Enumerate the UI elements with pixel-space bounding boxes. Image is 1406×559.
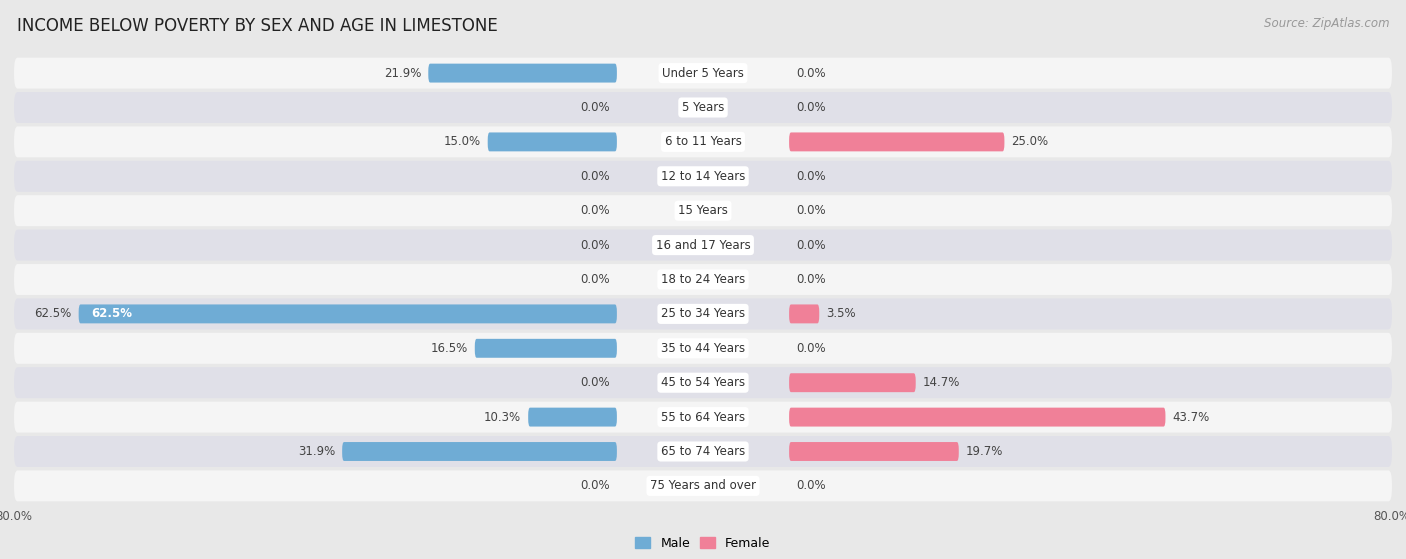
Text: 10.3%: 10.3% <box>484 411 522 424</box>
FancyBboxPatch shape <box>14 299 1392 329</box>
Text: 0.0%: 0.0% <box>581 239 610 252</box>
FancyBboxPatch shape <box>789 408 1166 427</box>
Text: 25 to 34 Years: 25 to 34 Years <box>661 307 745 320</box>
Text: 21.9%: 21.9% <box>384 67 422 79</box>
Text: Under 5 Years: Under 5 Years <box>662 67 744 79</box>
FancyBboxPatch shape <box>14 264 1392 295</box>
Text: 0.0%: 0.0% <box>796 101 825 114</box>
Text: Source: ZipAtlas.com: Source: ZipAtlas.com <box>1264 17 1389 30</box>
Text: 62.5%: 62.5% <box>35 307 72 320</box>
Text: 0.0%: 0.0% <box>581 101 610 114</box>
FancyBboxPatch shape <box>14 126 1392 158</box>
FancyBboxPatch shape <box>475 339 617 358</box>
Text: 0.0%: 0.0% <box>796 273 825 286</box>
Text: 18 to 24 Years: 18 to 24 Years <box>661 273 745 286</box>
FancyBboxPatch shape <box>14 58 1392 88</box>
Text: 62.5%: 62.5% <box>91 307 132 320</box>
Text: 14.7%: 14.7% <box>922 376 960 389</box>
Text: 0.0%: 0.0% <box>796 67 825 79</box>
FancyBboxPatch shape <box>789 442 959 461</box>
FancyBboxPatch shape <box>14 161 1392 192</box>
Text: 55 to 64 Years: 55 to 64 Years <box>661 411 745 424</box>
Text: 0.0%: 0.0% <box>581 273 610 286</box>
Legend: Male, Female: Male, Female <box>630 532 776 555</box>
Text: 15.0%: 15.0% <box>444 135 481 148</box>
Text: 0.0%: 0.0% <box>796 342 825 355</box>
Text: 0.0%: 0.0% <box>581 480 610 492</box>
Text: 3.5%: 3.5% <box>827 307 856 320</box>
Text: 25.0%: 25.0% <box>1011 135 1049 148</box>
FancyBboxPatch shape <box>789 132 1004 151</box>
Text: 45 to 54 Years: 45 to 54 Years <box>661 376 745 389</box>
Text: 5 Years: 5 Years <box>682 101 724 114</box>
Text: 19.7%: 19.7% <box>966 445 1002 458</box>
Text: 16.5%: 16.5% <box>430 342 468 355</box>
FancyBboxPatch shape <box>14 436 1392 467</box>
Text: 12 to 14 Years: 12 to 14 Years <box>661 170 745 183</box>
Text: 31.9%: 31.9% <box>298 445 335 458</box>
FancyBboxPatch shape <box>14 230 1392 260</box>
FancyBboxPatch shape <box>429 64 617 83</box>
FancyBboxPatch shape <box>789 373 915 392</box>
Text: INCOME BELOW POVERTY BY SEX AND AGE IN LIMESTONE: INCOME BELOW POVERTY BY SEX AND AGE IN L… <box>17 17 498 35</box>
FancyBboxPatch shape <box>14 401 1392 433</box>
FancyBboxPatch shape <box>14 471 1392 501</box>
Text: 43.7%: 43.7% <box>1173 411 1209 424</box>
Text: 75 Years and over: 75 Years and over <box>650 480 756 492</box>
Text: 15 Years: 15 Years <box>678 204 728 217</box>
Text: 65 to 74 Years: 65 to 74 Years <box>661 445 745 458</box>
Text: 0.0%: 0.0% <box>796 480 825 492</box>
Text: 6 to 11 Years: 6 to 11 Years <box>665 135 741 148</box>
FancyBboxPatch shape <box>14 333 1392 364</box>
Text: 0.0%: 0.0% <box>581 204 610 217</box>
FancyBboxPatch shape <box>488 132 617 151</box>
FancyBboxPatch shape <box>789 305 820 323</box>
Text: 35 to 44 Years: 35 to 44 Years <box>661 342 745 355</box>
FancyBboxPatch shape <box>79 305 617 323</box>
Text: 0.0%: 0.0% <box>796 239 825 252</box>
FancyBboxPatch shape <box>14 195 1392 226</box>
Text: 0.0%: 0.0% <box>581 376 610 389</box>
Text: 0.0%: 0.0% <box>796 170 825 183</box>
Text: 0.0%: 0.0% <box>581 170 610 183</box>
FancyBboxPatch shape <box>342 442 617 461</box>
FancyBboxPatch shape <box>529 408 617 427</box>
FancyBboxPatch shape <box>14 92 1392 123</box>
Text: 16 and 17 Years: 16 and 17 Years <box>655 239 751 252</box>
FancyBboxPatch shape <box>14 367 1392 398</box>
Text: 0.0%: 0.0% <box>796 204 825 217</box>
